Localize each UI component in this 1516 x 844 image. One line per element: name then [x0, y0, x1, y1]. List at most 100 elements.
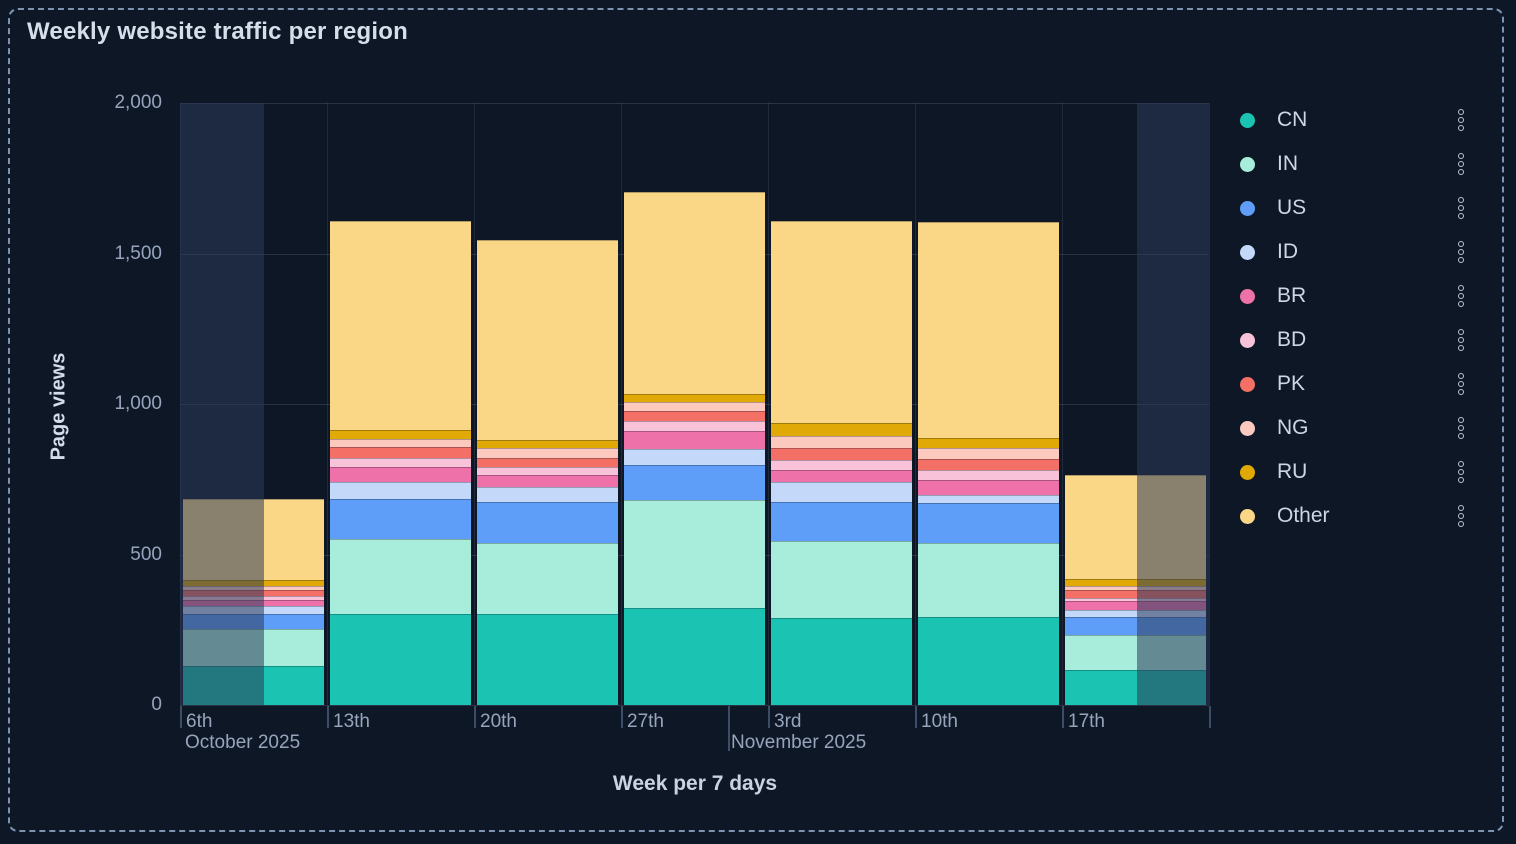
- bar-segment-US[interactable]: [624, 465, 765, 501]
- bar-week-10th[interactable]: [918, 221, 1059, 705]
- bar-segment-BR[interactable]: [477, 475, 618, 488]
- legend-item-menu-button[interactable]: [1452, 238, 1470, 266]
- legend-item-menu-button[interactable]: [1452, 194, 1470, 222]
- bar-segment-BR[interactable]: [1065, 601, 1206, 611]
- bar-segment-RU[interactable]: [330, 430, 471, 439]
- legend-item-menu-button[interactable]: [1452, 414, 1470, 442]
- bar-segment-CN[interactable]: [918, 617, 1059, 705]
- bar-segment-BR[interactable]: [624, 431, 765, 450]
- bar-segment-RU[interactable]: [771, 422, 912, 436]
- legend-item-menu-button[interactable]: [1452, 106, 1470, 134]
- bar-segment-Other[interactable]: [330, 221, 471, 431]
- bar-segment-ID[interactable]: [183, 605, 324, 614]
- bar-segment-NG[interactable]: [771, 435, 912, 448]
- bar-segment-BR[interactable]: [330, 466, 471, 482]
- legend-item-menu-button[interactable]: [1452, 370, 1470, 398]
- y-tick-label: 1,500: [114, 242, 162, 264]
- bar-week-6th[interactable]: [183, 498, 324, 705]
- chart-title: Weekly website traffic per region: [27, 18, 408, 45]
- bar-segment-ID[interactable]: [624, 449, 765, 466]
- bar-segment-IN[interactable]: [771, 540, 912, 619]
- bar-segment-IN[interactable]: [624, 500, 765, 609]
- bar-segment-RU[interactable]: [1065, 578, 1206, 587]
- bar-segment-Other[interactable]: [918, 221, 1059, 439]
- bar-segment-US[interactable]: [1065, 616, 1206, 636]
- bar-segment-ID[interactable]: [771, 481, 912, 502]
- bar-segment-CN[interactable]: [624, 608, 765, 705]
- bar-week-13th[interactable]: [330, 221, 471, 705]
- bar-segment-NG[interactable]: [183, 586, 324, 591]
- bar-segment-Other[interactable]: [183, 498, 324, 581]
- bar-segment-PK[interactable]: [771, 447, 912, 460]
- bar-week-20th[interactable]: [477, 239, 618, 705]
- legend-item-menu-button[interactable]: [1452, 282, 1470, 310]
- bar-segment-PK[interactable]: [624, 410, 765, 421]
- legend-item-menu-button[interactable]: [1452, 458, 1470, 486]
- bar-segment-NG[interactable]: [624, 401, 765, 411]
- bar-segment-PK[interactable]: [477, 457, 618, 467]
- bar-segment-BD[interactable]: [918, 469, 1059, 480]
- bar-segment-CN[interactable]: [771, 618, 912, 705]
- bar-segment-NG[interactable]: [1065, 586, 1206, 591]
- bar-segment-CN[interactable]: [1065, 670, 1206, 705]
- bar-segment-CN[interactable]: [330, 614, 471, 705]
- legend-item-IN[interactable]: IN: [1240, 142, 1472, 186]
- bar-segment-RU[interactable]: [624, 394, 765, 402]
- bar-segment-BD[interactable]: [183, 595, 324, 600]
- bar-segment-BR[interactable]: [918, 479, 1059, 495]
- bar-week-17th[interactable]: [1065, 474, 1206, 705]
- legend-item-NG[interactable]: NG: [1240, 406, 1472, 450]
- legend-item-menu-button[interactable]: [1452, 150, 1470, 178]
- bar-segment-ID[interactable]: [918, 494, 1059, 504]
- bar-segment-Other[interactable]: [624, 191, 765, 395]
- legend-item-ID[interactable]: ID: [1240, 230, 1472, 274]
- legend-item-CN[interactable]: CN: [1240, 98, 1472, 142]
- bar-segment-ID[interactable]: [1065, 610, 1206, 617]
- legend-item-RU[interactable]: RU: [1240, 450, 1472, 494]
- bar-segment-Other[interactable]: [771, 221, 912, 423]
- bar-segment-IN[interactable]: [1065, 635, 1206, 671]
- bar-segment-IN[interactable]: [330, 539, 471, 615]
- bar-segment-IN[interactable]: [477, 543, 618, 615]
- bar-week-3rd[interactable]: [771, 221, 912, 705]
- bar-segment-US[interactable]: [771, 501, 912, 541]
- bar-segment-US[interactable]: [918, 503, 1059, 543]
- bar-segment-BD[interactable]: [624, 420, 765, 432]
- bar-segment-PK[interactable]: [183, 590, 324, 596]
- bar-segment-BD[interactable]: [477, 466, 618, 476]
- bar-segment-US[interactable]: [330, 498, 471, 540]
- bar-segment-NG[interactable]: [477, 447, 618, 458]
- bar-segment-IN[interactable]: [918, 542, 1059, 618]
- bar-segment-BD[interactable]: [330, 457, 471, 467]
- legend-item-BR[interactable]: BR: [1240, 274, 1472, 318]
- bar-segment-BR[interactable]: [771, 469, 912, 482]
- bar-segment-RU[interactable]: [918, 438, 1059, 448]
- bar-segment-Other[interactable]: [477, 239, 618, 441]
- bar-segment-NG[interactable]: [918, 447, 1059, 459]
- bar-segment-PK[interactable]: [1065, 590, 1206, 598]
- bar-week-27th[interactable]: [624, 191, 765, 705]
- legend-item-Other[interactable]: Other: [1240, 494, 1472, 538]
- bar-segment-US[interactable]: [477, 501, 618, 544]
- kebab-dot-icon: [1458, 389, 1464, 395]
- bar-segment-PK[interactable]: [918, 458, 1059, 470]
- bar-segment-NG[interactable]: [330, 438, 471, 448]
- legend-item-menu-button[interactable]: [1452, 326, 1470, 354]
- legend-item-BD[interactable]: BD: [1240, 318, 1472, 362]
- bar-segment-Other[interactable]: [1065, 474, 1206, 579]
- bar-segment-CN[interactable]: [183, 665, 324, 705]
- bar-segment-RU[interactable]: [183, 580, 324, 587]
- bar-segment-ID[interactable]: [477, 487, 618, 502]
- bar-segment-IN[interactable]: [183, 629, 324, 666]
- bar-segment-ID[interactable]: [330, 481, 471, 499]
- legend-item-PK[interactable]: PK: [1240, 362, 1472, 406]
- bar-segment-BR[interactable]: [183, 599, 324, 606]
- bar-segment-BD[interactable]: [1065, 597, 1206, 602]
- legend-item-US[interactable]: US: [1240, 186, 1472, 230]
- bar-segment-CN[interactable]: [477, 614, 618, 705]
- bar-segment-BD[interactable]: [771, 460, 912, 470]
- bar-segment-RU[interactable]: [477, 440, 618, 448]
- bar-segment-US[interactable]: [183, 613, 324, 630]
- legend-item-menu-button[interactable]: [1452, 502, 1470, 530]
- bar-segment-PK[interactable]: [330, 447, 471, 458]
